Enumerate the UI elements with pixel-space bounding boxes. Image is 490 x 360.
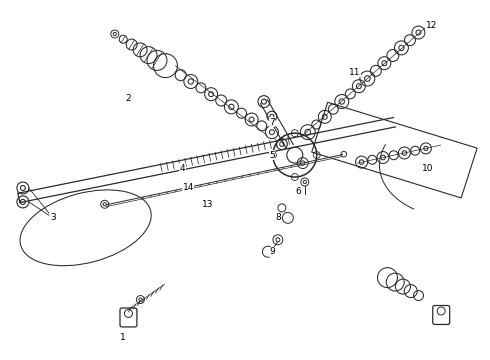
Text: 10: 10 bbox=[421, 163, 433, 172]
Text: 5: 5 bbox=[269, 150, 275, 159]
Text: 2: 2 bbox=[125, 94, 131, 103]
Text: 4: 4 bbox=[179, 163, 185, 172]
Text: 12: 12 bbox=[426, 21, 437, 30]
Text: 8: 8 bbox=[275, 213, 281, 222]
Text: 11: 11 bbox=[349, 68, 360, 77]
Text: 3: 3 bbox=[50, 213, 56, 222]
Text: 9: 9 bbox=[269, 247, 275, 256]
Text: 14: 14 bbox=[183, 184, 194, 193]
Text: 6: 6 bbox=[295, 188, 301, 197]
Text: 1: 1 bbox=[120, 333, 125, 342]
Text: 13: 13 bbox=[202, 201, 214, 210]
Text: 7: 7 bbox=[269, 118, 275, 127]
